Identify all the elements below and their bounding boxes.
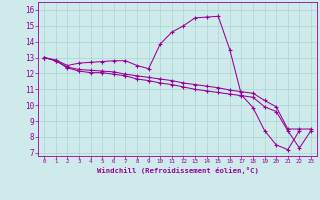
X-axis label: Windchill (Refroidissement éolien,°C): Windchill (Refroidissement éolien,°C) (97, 167, 259, 174)
